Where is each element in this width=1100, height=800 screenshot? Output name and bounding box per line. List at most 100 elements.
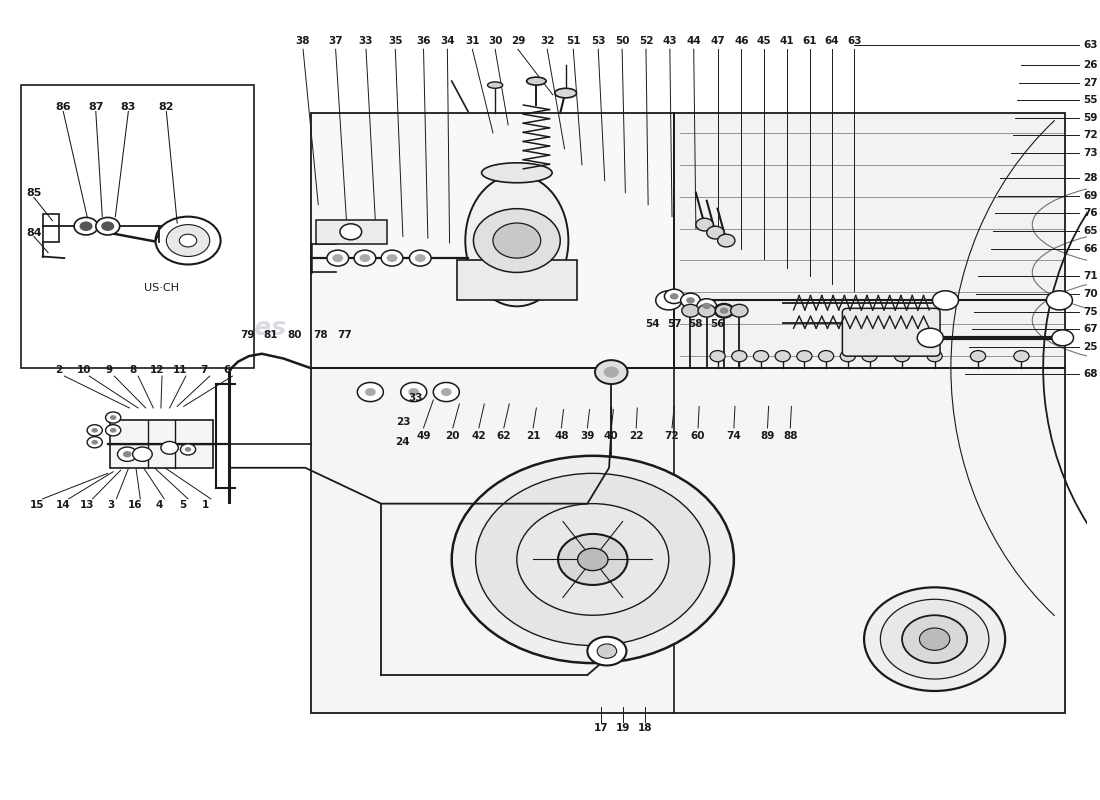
Circle shape: [110, 415, 117, 420]
Circle shape: [920, 628, 949, 650]
Text: 57: 57: [667, 319, 682, 330]
Text: 35: 35: [388, 36, 403, 46]
Bar: [21, 85, 254, 368]
Circle shape: [732, 350, 747, 362]
Circle shape: [74, 218, 98, 235]
Circle shape: [452, 456, 734, 663]
Circle shape: [1046, 290, 1072, 310]
Text: 43: 43: [662, 36, 678, 46]
Circle shape: [155, 217, 221, 265]
Text: 23: 23: [396, 418, 410, 427]
Circle shape: [161, 442, 178, 454]
Text: 70: 70: [1084, 289, 1098, 299]
Circle shape: [664, 289, 684, 303]
Text: 55: 55: [1084, 95, 1098, 106]
Circle shape: [595, 360, 627, 384]
Circle shape: [106, 425, 121, 436]
Text: 77: 77: [337, 330, 352, 340]
Text: 67: 67: [1084, 324, 1098, 334]
Circle shape: [133, 447, 152, 462]
Text: 9: 9: [106, 365, 112, 374]
Circle shape: [865, 587, 1005, 691]
Circle shape: [79, 222, 92, 231]
Text: 53: 53: [591, 36, 605, 46]
Text: 76: 76: [1084, 209, 1098, 218]
Circle shape: [354, 250, 376, 266]
Text: 12: 12: [150, 365, 164, 374]
Circle shape: [604, 366, 619, 378]
Text: 63: 63: [1084, 40, 1098, 50]
Circle shape: [818, 350, 834, 362]
Circle shape: [340, 224, 362, 240]
Bar: [316, 220, 386, 244]
Circle shape: [710, 350, 725, 362]
Circle shape: [796, 350, 812, 362]
Circle shape: [517, 504, 669, 615]
Circle shape: [365, 388, 376, 396]
Circle shape: [441, 388, 452, 396]
Text: 10: 10: [77, 365, 91, 374]
Circle shape: [880, 599, 989, 679]
Circle shape: [656, 290, 682, 310]
Text: 16: 16: [128, 500, 142, 510]
Text: 75: 75: [1084, 306, 1098, 317]
Text: 62: 62: [496, 431, 512, 441]
Polygon shape: [674, 113, 1065, 368]
Text: 33: 33: [359, 36, 373, 46]
Text: 2: 2: [55, 365, 63, 374]
Text: 84: 84: [26, 227, 42, 238]
Circle shape: [475, 474, 710, 646]
Circle shape: [902, 615, 967, 663]
Circle shape: [776, 350, 790, 362]
Circle shape: [118, 447, 138, 462]
Text: 81: 81: [263, 330, 278, 340]
Text: 65: 65: [1084, 226, 1098, 236]
Circle shape: [927, 350, 943, 362]
Circle shape: [597, 644, 617, 658]
Circle shape: [123, 451, 132, 458]
Text: eurospares: eurospares: [129, 316, 287, 340]
Circle shape: [578, 548, 608, 570]
Text: 38: 38: [296, 36, 310, 46]
Text: 39: 39: [580, 431, 595, 441]
Text: eurospares: eurospares: [595, 627, 754, 651]
Text: 45: 45: [757, 36, 771, 46]
Text: 11: 11: [173, 365, 188, 374]
Text: 50: 50: [615, 36, 629, 46]
Text: 68: 68: [1084, 370, 1098, 379]
Text: 49: 49: [416, 431, 431, 441]
Text: 47: 47: [711, 36, 725, 46]
Circle shape: [386, 254, 397, 262]
Text: 3: 3: [108, 500, 114, 510]
Ellipse shape: [482, 163, 552, 182]
Text: 72: 72: [1084, 130, 1098, 140]
Text: 22: 22: [629, 431, 644, 441]
Text: 83: 83: [121, 102, 136, 112]
Text: 42: 42: [472, 431, 486, 441]
Circle shape: [698, 304, 715, 317]
Text: 71: 71: [1084, 271, 1098, 282]
Text: 86: 86: [55, 102, 72, 112]
Circle shape: [96, 218, 120, 235]
Circle shape: [717, 234, 735, 247]
Circle shape: [110, 428, 117, 433]
Circle shape: [106, 412, 121, 423]
Text: 59: 59: [1084, 113, 1098, 122]
Circle shape: [87, 437, 102, 448]
Circle shape: [917, 328, 944, 347]
Circle shape: [587, 637, 626, 666]
Text: 87: 87: [88, 102, 103, 112]
Bar: [458, 261, 576, 300]
Circle shape: [970, 350, 986, 362]
Circle shape: [400, 382, 427, 402]
Text: 63: 63: [847, 36, 861, 46]
Text: 32: 32: [540, 36, 554, 46]
Circle shape: [706, 226, 724, 239]
Text: 8: 8: [129, 365, 136, 374]
FancyBboxPatch shape: [843, 308, 940, 356]
Circle shape: [670, 293, 679, 299]
Text: 44: 44: [686, 36, 701, 46]
Text: 72: 72: [664, 431, 680, 441]
Circle shape: [933, 290, 958, 310]
Text: 61: 61: [803, 36, 817, 46]
